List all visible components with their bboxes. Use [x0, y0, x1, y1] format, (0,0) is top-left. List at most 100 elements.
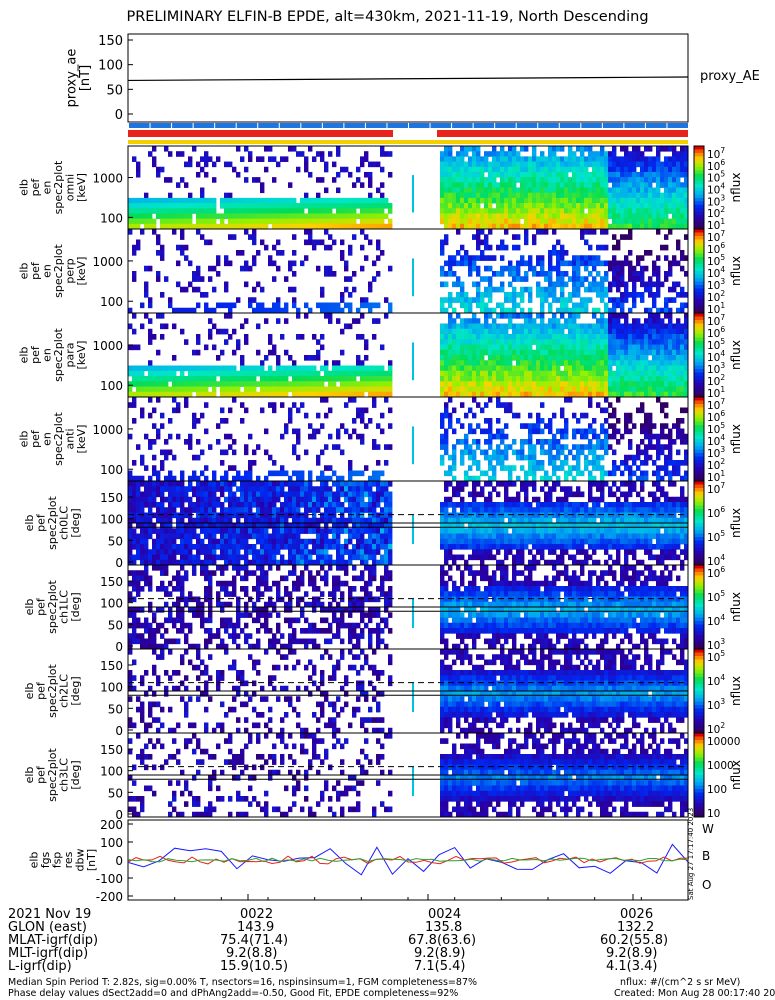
spectrogram-cell — [480, 276, 485, 282]
bar-divider — [235, 123, 237, 128]
spectrogram-cell — [636, 223, 641, 230]
spectrogram-cell — [588, 213, 593, 220]
spectrogram-cell — [576, 187, 581, 194]
spectrogram-cell — [668, 297, 673, 303]
spectrogram-cell — [440, 355, 445, 361]
spectrogram-cell — [612, 449, 617, 456]
spectrogram-cell — [184, 528, 189, 534]
spectrogram-cell — [468, 349, 473, 356]
spectrogram-cell — [352, 397, 357, 403]
spectrogram-cell — [372, 302, 377, 309]
spectrogram-cell — [504, 203, 509, 209]
figure-title: PRELIMINARY ELFIN-B EPDE, alt=430km, 202… — [126, 9, 649, 25]
spectrogram-cell — [532, 339, 537, 345]
spectrogram-cell — [488, 355, 493, 361]
spectrogram-cell — [376, 271, 381, 277]
spectrogram-cell — [512, 365, 517, 372]
spectrogram-cell — [168, 297, 173, 303]
spectrogram-cell — [176, 223, 181, 230]
spectrogram-cell — [480, 449, 485, 456]
spectrogram-cell — [508, 349, 513, 356]
spectrogram-cell — [328, 223, 333, 230]
spectrogram-cell — [492, 223, 497, 230]
spectrogram-cell — [684, 197, 689, 204]
spectrogram-cell — [652, 365, 657, 372]
spectrogram-cell — [484, 192, 489, 199]
spectrogram-cell — [592, 192, 597, 199]
spectrogram-cell — [156, 349, 161, 356]
spectrogram-cell — [444, 323, 449, 330]
spectrogram-cell — [488, 428, 493, 435]
spectrogram-cell — [680, 328, 685, 335]
spectrogram-cell — [648, 161, 653, 168]
spectrogram-cell — [464, 349, 469, 356]
spectrogram-cell — [684, 208, 689, 214]
spectrogram-cell — [352, 418, 357, 424]
spectrogram-cell — [248, 549, 253, 555]
proxy-ae-frame — [127, 33, 689, 123]
spectrogram-cell — [224, 386, 229, 393]
spectrogram-cell — [564, 187, 569, 194]
spectrogram-cell — [256, 213, 261, 220]
spectrogram-cell — [488, 187, 493, 194]
spectrogram-cell — [292, 260, 297, 267]
spectrogram-cell — [448, 349, 453, 356]
spectrogram-cell — [172, 538, 177, 545]
spectrogram-cell — [224, 286, 229, 293]
spectrogram-cell — [324, 208, 329, 214]
colorbar-swatch — [694, 218, 704, 223]
spectrogram-cell — [388, 365, 393, 372]
spectrogram-cell — [560, 250, 565, 256]
spectrogram-cell — [660, 381, 665, 387]
spectrogram-ylabel-1-line: perp — [63, 258, 76, 283]
spectrogram-cell — [516, 323, 521, 330]
spectrogram-cell — [536, 412, 541, 419]
spectrogram-cell — [552, 460, 557, 466]
spectrogram-cell — [524, 360, 529, 366]
spectrogram-cell — [340, 423, 345, 429]
spectrogram-cell — [152, 370, 157, 377]
spectrogram-ytick-label: 1000 — [92, 172, 123, 186]
spectrogram-cell — [208, 318, 213, 324]
spectrogram-cell — [204, 302, 209, 309]
spectrogram-cell — [632, 276, 637, 282]
spectrogram-cell — [460, 302, 465, 309]
spectrogram-cell — [496, 271, 501, 277]
spectrogram-cell — [168, 549, 173, 555]
spectrogram-cell — [620, 297, 625, 303]
spectrogram-cell — [472, 386, 477, 393]
spectrogram-cell — [212, 491, 217, 498]
spectrogram-cell — [360, 213, 365, 220]
spectrogram-cell — [336, 213, 341, 220]
spectrogram-cell — [300, 391, 305, 398]
spectrogram-cell — [244, 386, 249, 393]
spectrogram-cell — [596, 454, 601, 461]
spectrogram-cell — [160, 166, 165, 173]
spectrogram-cell — [184, 208, 189, 214]
spectrogram-cell — [504, 365, 509, 372]
spectrogram-cell — [188, 281, 193, 288]
spectrogram-cell — [364, 355, 369, 361]
spectrogram-cell — [572, 203, 577, 209]
spectrogram-cell — [596, 223, 601, 230]
spectrogram-cell — [224, 223, 229, 230]
spectrogram-cell — [176, 381, 181, 387]
spectrogram-cell — [548, 454, 553, 461]
spectrogram-cell — [468, 161, 473, 168]
spectrogram-cell — [212, 218, 217, 225]
spectrogram-cell — [628, 192, 633, 199]
spectrogram-cell — [680, 265, 685, 272]
spectrogram-cell — [536, 355, 541, 361]
spectrogram-cell — [448, 355, 453, 361]
spectrogram-cell — [568, 376, 573, 382]
spectrogram-cell — [356, 433, 361, 440]
spectrogram-cell — [132, 538, 137, 545]
spectrogram-cell — [572, 412, 577, 419]
spectrogram-cell — [348, 197, 353, 204]
spectrogram-cell — [328, 313, 333, 319]
spectrogram-cell — [148, 203, 153, 209]
spectrogram-cell — [300, 475, 305, 482]
spectrogram-cell — [216, 538, 221, 545]
spectrogram-cell — [528, 360, 533, 366]
spectrogram-cell — [364, 156, 369, 162]
